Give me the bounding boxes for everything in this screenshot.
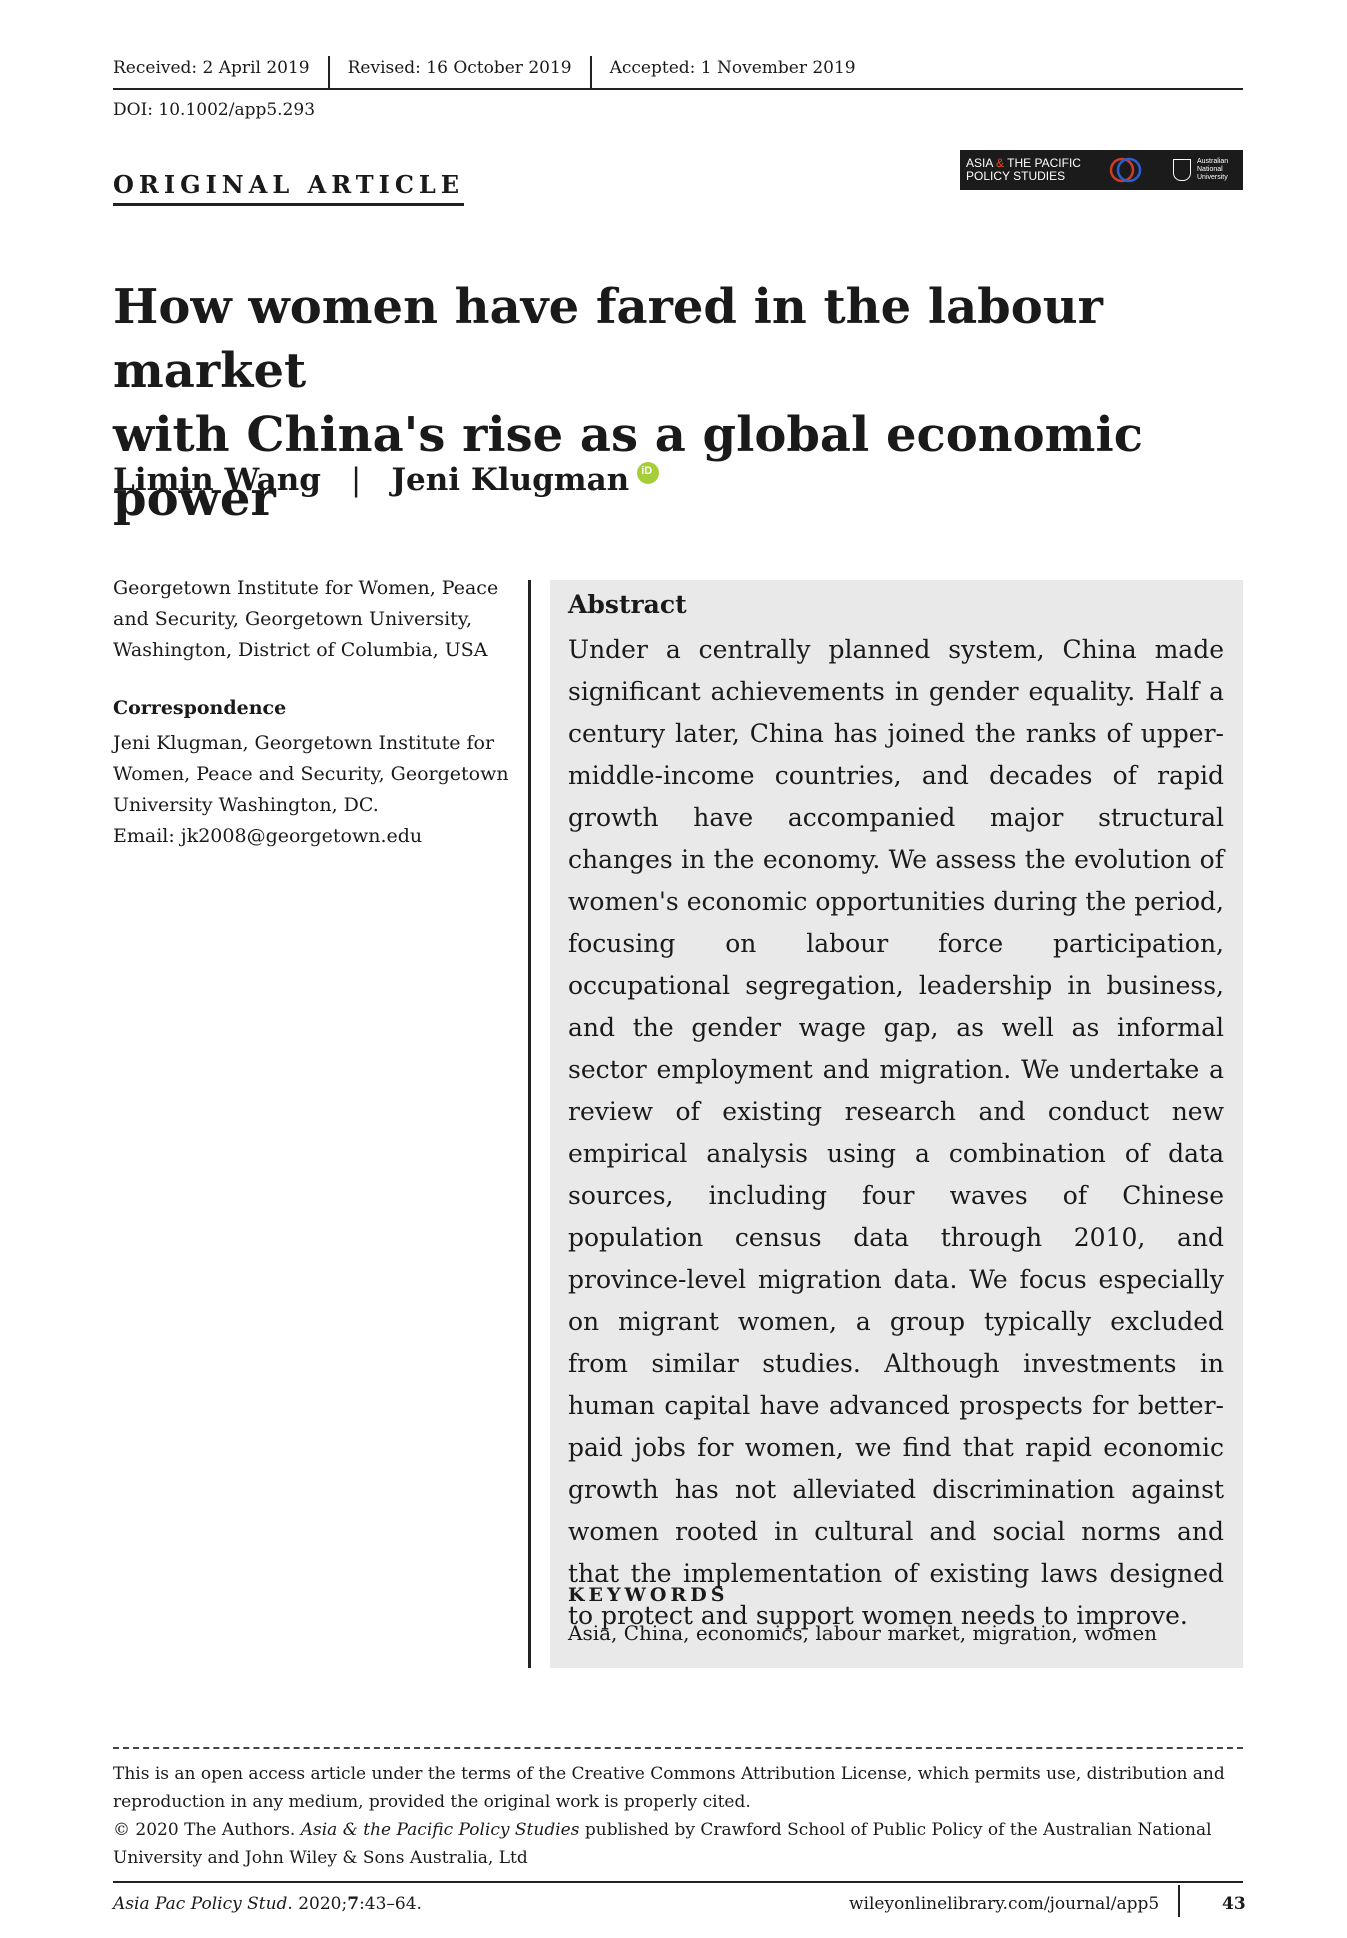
copyright-suffix: published by Crawford School of Public P… [113,1820,1212,1868]
author-separator: | [350,462,362,498]
university-logo: Australian National University [1173,158,1243,182]
author-name[interactable]: Limin Wang [113,462,321,498]
copyright-text: © 2020 The Authors. Asia & the Pacific P… [113,1816,1243,1872]
journal-name: Asia & the Pacific Policy Studies [300,1820,580,1840]
citation-pages: :43–64. [359,1894,422,1914]
keywords-heading: KEYWORDS [568,1584,729,1606]
citation: Asia Pac Policy Stud. 2020;7:43–64. [113,1894,422,1914]
abstract-panel [550,580,1243,1668]
received-date: Received: 2 April 2019 [113,58,310,78]
correspondence-heading: Correspondence [113,697,287,719]
citation-volume: 7 [347,1894,360,1914]
footer-divider [1178,1885,1180,1917]
journal-logo-text: ASIA & THE PACIFIC POLICY STUDIES [960,157,1106,183]
accepted-date: Accepted: 1 November 2019 [609,58,856,78]
keywords: Asia, China, economics, labour market, m… [568,1621,1158,1645]
citation-journal: Asia Pac Policy Stud. [113,1894,293,1914]
logo-word-asia: ASIA [966,156,997,170]
revised-date: Revised: 16 October 2019 [347,58,572,78]
journal-logo: ASIA & THE PACIFIC POLICY STUDIES Austra… [960,150,1243,190]
logo-word-policy: POLICY STUDIES [966,169,1066,183]
university-name: Australian National University [1197,158,1229,181]
date-divider [589,56,592,88]
orcid-icon[interactable] [637,462,660,484]
date-divider [327,56,330,88]
doi[interactable]: DOI: 10.1002/app5.293 [113,100,316,120]
logo-circles-icon [1109,157,1142,183]
license-text: This is an open access article under the… [113,1764,1225,1812]
logo-ampersand: & [996,156,1005,170]
abstract-heading: Abstract [568,590,687,619]
correspondence-block: Jeni Klugman, Georgetown Institute for W… [113,728,523,852]
citation-year: 2020; [292,1894,348,1914]
publication-dates: Received: 2 April 2019 Revised: 16 Octob… [113,56,1243,90]
author-name[interactable]: Jeni Klugman [391,462,630,498]
abstract-text: Under a centrally planned system, China … [568,635,1225,1630]
footnote-divider [113,1747,1243,1749]
crest-icon [1173,159,1191,181]
correspondence-text: Jeni Klugman, Georgetown Institute for W… [113,732,509,816]
license-notice: This is an open access article under the… [113,1760,1243,1872]
title-line: How women have fared in the labour marke… [113,279,1103,399]
affiliation: Georgetown Institute for Women, Peace an… [113,577,499,661]
page-number: 43 [1222,1894,1246,1914]
copyright-prefix: © 2020 The Authors. [113,1820,301,1840]
correspondence-email[interactable]: Email: jk2008@georgetown.edu [113,825,423,847]
section-label: ORIGINAL ARTICLE [113,170,465,206]
journal-url[interactable]: wileyonlinelibrary.com/journal/app5 [849,1894,1160,1914]
article-title: How women have fared in the labour marke… [113,275,1243,531]
column-divider [528,580,531,1668]
title-line: with China's rise as a global economic p… [113,407,1143,527]
footer-rule [113,1881,1243,1883]
author-list: Limin Wang | Jeni Klugman [113,462,660,498]
logo-word-pacific: THE PACIFIC [1004,156,1081,170]
